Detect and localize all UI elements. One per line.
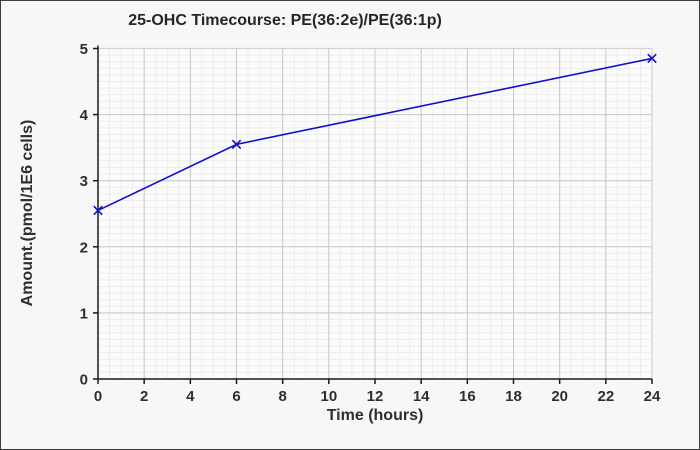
x-tick-label: 2: [140, 388, 148, 405]
x-tick-label: 10: [320, 388, 337, 405]
x-tick-label: 12: [367, 388, 384, 405]
data-point-marker: [231, 139, 242, 150]
y-tick-label: 0: [80, 372, 88, 389]
y-tick-label: 5: [80, 41, 88, 58]
x-tick-label: 18: [505, 388, 522, 405]
y-tick-label: 4: [80, 107, 89, 124]
y-tick-label: 3: [80, 173, 88, 190]
x-tick-label: 22: [597, 388, 614, 405]
y-tick-label: 2: [80, 239, 88, 256]
x-tick-label: 20: [551, 388, 568, 405]
data-point-marker: [93, 205, 103, 216]
x-tick-label: 0: [94, 388, 102, 405]
chart-title: 25-OHC Timecourse: PE(36:2e)/PE(36:1p): [128, 12, 442, 29]
x-tick-label: 4: [186, 388, 195, 405]
x-tick-label: 16: [459, 388, 476, 405]
x-axis-label: Time (hours): [326, 407, 424, 424]
data-point-marker: [647, 53, 657, 64]
x-tick-labels: 0 2 4 6 8 10 12 14 16 18 20 22 24: [94, 379, 661, 405]
x-tick-label: 6: [232, 388, 240, 405]
y-tick-label: 1: [80, 305, 88, 322]
x-tick-label: 8: [278, 388, 286, 405]
x-tick-label: 14: [413, 388, 430, 405]
series-markers: [93, 53, 657, 216]
y-tick-labels: 0 1 2 3 4 5: [80, 41, 98, 389]
plot-frame: [98, 47, 653, 379]
x-tick-label: 24: [644, 388, 661, 405]
